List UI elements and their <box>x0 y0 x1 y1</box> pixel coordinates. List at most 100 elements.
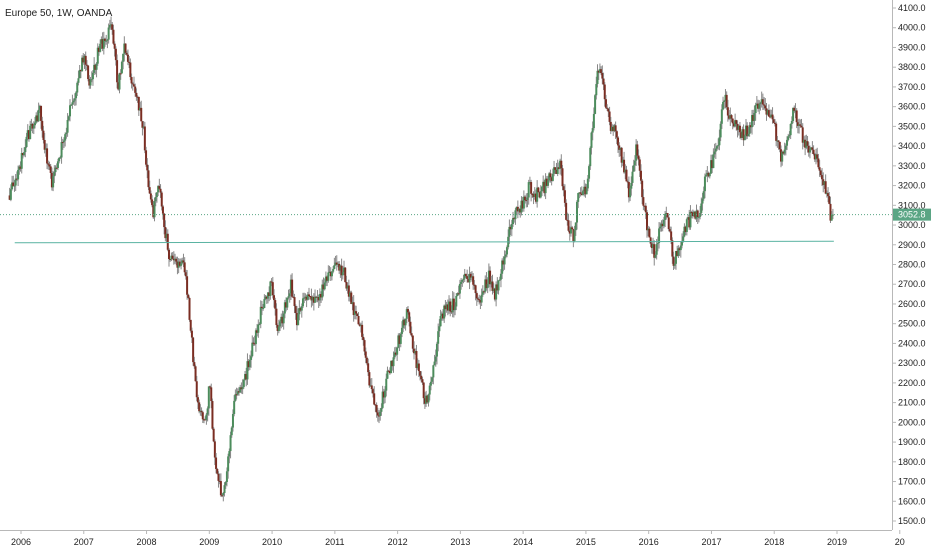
candle[interactable] <box>531 193 534 198</box>
candle[interactable] <box>522 190 525 212</box>
candle[interactable] <box>230 426 233 438</box>
candle[interactable] <box>72 98 75 105</box>
candle[interactable] <box>457 285 460 296</box>
candle[interactable] <box>264 295 267 301</box>
candle[interactable] <box>446 299 449 316</box>
candle[interactable] <box>515 206 518 216</box>
candle[interactable] <box>119 69 122 80</box>
candle[interactable] <box>673 257 676 269</box>
candle[interactable] <box>489 266 492 292</box>
candle[interactable] <box>748 122 751 137</box>
candle[interactable] <box>490 275 493 288</box>
candle[interactable] <box>509 224 512 236</box>
candle[interactable] <box>330 270 333 281</box>
support-line[interactable] <box>14 240 834 244</box>
candle[interactable] <box>181 257 184 265</box>
candle[interactable] <box>69 99 72 122</box>
candle[interactable] <box>73 93 76 106</box>
candle[interactable] <box>731 118 734 130</box>
candle[interactable] <box>726 99 729 122</box>
candle[interactable] <box>245 367 248 387</box>
candle[interactable] <box>460 278 463 290</box>
candle[interactable] <box>520 196 523 216</box>
candle[interactable] <box>282 311 285 330</box>
candle[interactable] <box>614 121 617 140</box>
candle[interactable] <box>269 280 272 300</box>
candle[interactable] <box>738 121 741 139</box>
candle[interactable] <box>260 300 263 316</box>
candle[interactable] <box>638 157 641 177</box>
candle[interactable] <box>754 102 757 121</box>
candle[interactable] <box>323 278 326 291</box>
candle[interactable] <box>690 210 693 219</box>
candle[interactable] <box>262 303 265 311</box>
candle[interactable] <box>55 163 58 170</box>
candle[interactable] <box>362 333 365 346</box>
candle[interactable] <box>521 196 524 212</box>
candle[interactable] <box>823 181 826 189</box>
candle[interactable] <box>822 172 825 193</box>
candle[interactable] <box>246 353 249 385</box>
candle[interactable] <box>142 121 145 130</box>
candle[interactable] <box>478 294 481 305</box>
candle[interactable] <box>528 176 531 185</box>
candle[interactable] <box>350 290 353 305</box>
candle[interactable] <box>578 192 581 199</box>
candle[interactable] <box>666 212 669 218</box>
candle[interactable] <box>268 286 271 302</box>
candle[interactable] <box>433 354 436 366</box>
candle[interactable] <box>682 231 685 243</box>
candle[interactable] <box>126 49 129 66</box>
candle[interactable] <box>228 448 231 464</box>
candle[interactable] <box>590 131 593 155</box>
candle[interactable] <box>336 261 339 268</box>
candle[interactable] <box>274 297 277 316</box>
candle[interactable] <box>129 58 132 81</box>
candle[interactable] <box>14 174 17 191</box>
candle[interactable] <box>550 176 553 186</box>
candle[interactable] <box>737 124 740 136</box>
candle[interactable] <box>37 102 40 123</box>
candle[interactable] <box>104 37 107 47</box>
candle[interactable] <box>767 104 770 117</box>
candle[interactable] <box>537 186 540 193</box>
candle[interactable] <box>102 31 105 55</box>
candle[interactable] <box>829 197 832 224</box>
candle[interactable] <box>165 228 168 243</box>
candle[interactable] <box>722 96 725 111</box>
candle[interactable] <box>403 318 406 329</box>
candle[interactable] <box>370 378 373 394</box>
candle[interactable] <box>553 160 556 177</box>
candle[interactable] <box>630 176 633 196</box>
candle[interactable] <box>514 208 517 225</box>
candle[interactable] <box>794 103 797 119</box>
candle[interactable] <box>800 118 803 128</box>
candle[interactable] <box>212 426 215 443</box>
candle[interactable] <box>563 184 566 207</box>
candle[interactable] <box>205 412 208 425</box>
candle[interactable] <box>355 305 358 320</box>
candle[interactable] <box>43 132 46 154</box>
candle[interactable] <box>394 346 397 357</box>
candle[interactable] <box>204 416 207 421</box>
candle[interactable] <box>87 64 90 82</box>
candle[interactable] <box>236 388 239 396</box>
candle[interactable] <box>678 246 681 257</box>
candle[interactable] <box>606 104 609 112</box>
candle[interactable] <box>112 24 115 45</box>
candle[interactable] <box>329 267 332 282</box>
candle[interactable] <box>339 264 342 278</box>
candle[interactable] <box>376 407 379 422</box>
candle[interactable] <box>56 158 59 171</box>
candle[interactable] <box>419 370 422 381</box>
candle[interactable] <box>644 202 647 220</box>
candle[interactable] <box>493 287 496 302</box>
candle[interactable] <box>178 258 181 268</box>
candle[interactable] <box>328 265 331 273</box>
candle[interactable] <box>718 129 721 151</box>
candle[interactable] <box>349 290 352 302</box>
candle[interactable] <box>293 293 296 314</box>
candle[interactable] <box>76 81 79 96</box>
candle[interactable] <box>420 371 423 383</box>
candle[interactable] <box>322 277 325 297</box>
